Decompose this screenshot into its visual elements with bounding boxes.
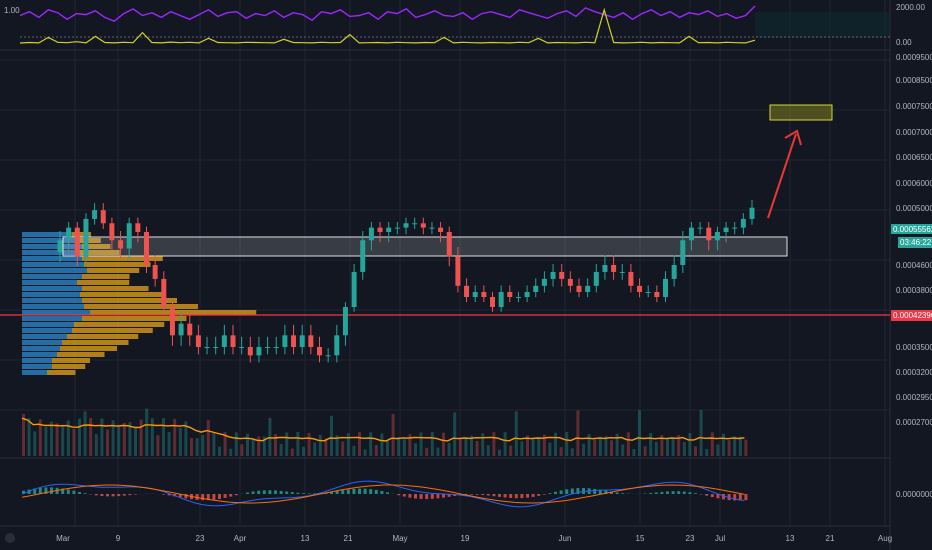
time-tick-label: 21 [344,534,353,543]
resistance-zone [62,236,788,257]
volume-moving-average [21,417,745,442]
time-axis: Mar 9 23 Apr 13 21 May 19 Jun 15 23 Jul 13 21 Aug [56,534,892,543]
target-arrow [767,129,802,219]
oscillator-tick-bottom: 0.00 [896,38,912,47]
candlestick-series [57,199,755,363]
time-tick-label: 13 [786,534,795,543]
last-price-tag: 0.00055562 03:46:22 [891,224,932,248]
time-tick-label: 23 [686,534,695,543]
support-price-label: 0.00042396 [893,311,932,320]
macd-histogram [22,487,748,501]
oscillator-series-yellow [19,7,756,44]
countdown-label: 03:46:22 [900,238,932,247]
time-tick-label: 15 [636,534,645,543]
oscillator-series-purple [19,5,756,23]
last-price-label: 0.00055562 [893,225,932,234]
target-zone [769,104,833,121]
macd-signal-line [21,484,745,504]
time-tick-label: 23 [196,534,205,543]
time-tick-label: Jun [559,534,572,543]
time-tick-label: 13 [301,534,310,543]
time-tick-label: May [392,534,407,543]
time-tick-label: 19 [461,534,470,543]
time-tick-label: 21 [826,534,835,543]
volume-bars [22,408,748,456]
oscillator-tick-top: 2000.00 [896,3,925,12]
time-tick-label: Jul [715,534,725,543]
pane-separators [0,0,891,550]
time-tick-label: Apr [234,534,247,543]
oscillator-pane: 1.00 2000.00 0.00 [4,3,925,47]
time-tick-label: 9 [116,534,121,543]
support-price-tag: 0.00042396 [891,310,932,321]
time-tick-label: Aug [878,534,892,543]
tradingview-logo-icon[interactable] [5,533,15,543]
time-tick-label: Mar [56,534,70,543]
oscillator-left-label: 1.00 [4,6,20,15]
